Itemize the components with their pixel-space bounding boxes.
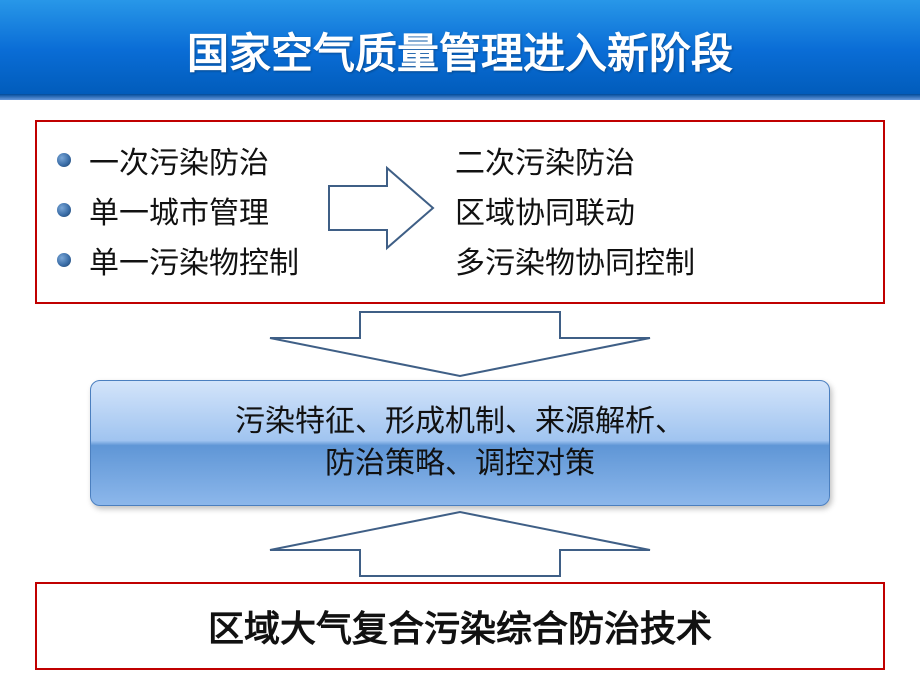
arrow-up-icon: [250, 508, 670, 580]
page-title: 国家空气质量管理进入新阶段: [187, 20, 733, 81]
left-column: 一次污染防治 单一城市管理 单一污染物控制: [57, 132, 299, 288]
conclusion-text: 区域大气复合污染综合防治技术: [47, 600, 873, 652]
comparison-box: 一次污染防治 单一城市管理 单一污染物控制 二次污染防治 区域协同联动 多污染物…: [35, 120, 885, 304]
left-item-text: 单一城市管理: [89, 188, 269, 232]
bullet-item: 一次污染防治: [57, 138, 299, 182]
bullet-icon: [57, 203, 71, 217]
right-column: 二次污染防治 区域协同联动 多污染物协同控制: [455, 132, 695, 288]
up-arrow-container: [35, 508, 885, 580]
center-text-line2: 防治策略、调控对策: [111, 443, 809, 485]
bullet-icon: [57, 153, 71, 167]
arrow-right-icon: [327, 164, 437, 252]
left-item-text: 一次污染防治: [89, 138, 269, 182]
bullet-item: 单一污染物控制: [57, 238, 299, 282]
right-item-text: 多污染物协同控制: [455, 238, 695, 282]
bullet-item: 单一城市管理: [57, 188, 299, 232]
left-item-text: 单一污染物控制: [89, 238, 299, 282]
center-info-box: 污染特征、形成机制、来源解析、 防治策略、调控对策: [90, 380, 830, 506]
arrow-down-icon: [250, 308, 670, 380]
header-divider: [0, 94, 920, 100]
content-area: 一次污染防治 单一城市管理 单一污染物控制 二次污染防治 区域协同联动 多污染物…: [0, 100, 920, 680]
center-text-line1: 污染特征、形成机制、来源解析、: [111, 401, 809, 443]
conclusion-box: 区域大气复合污染综合防治技术: [35, 582, 885, 670]
right-item-text: 区域协同联动: [455, 188, 695, 232]
right-arrow-container: [299, 164, 455, 257]
header-banner: 国家空气质量管理进入新阶段: [0, 0, 920, 100]
right-item-text: 二次污染防治: [455, 138, 695, 182]
bullet-icon: [57, 253, 71, 267]
down-arrow-container: [35, 308, 885, 380]
